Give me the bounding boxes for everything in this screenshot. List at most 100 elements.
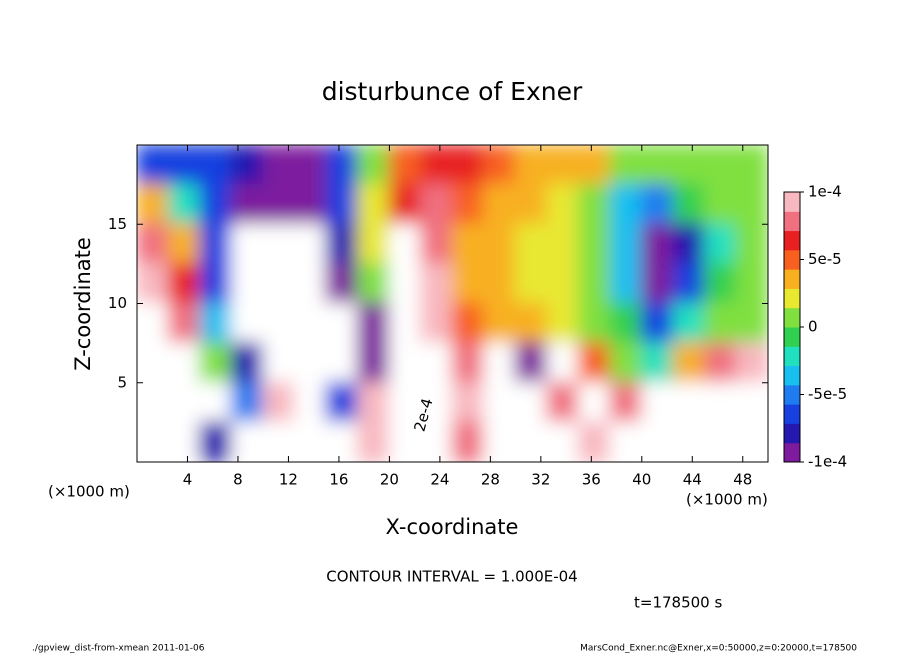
field-cell [230,262,265,305]
field-cell [137,145,170,186]
field-cell [167,183,202,226]
field-cell [419,262,454,305]
field-cell [293,223,328,265]
y-tick-label: 5 [117,373,127,391]
field-cell [199,262,233,305]
field-cell [735,145,768,186]
field-cell [577,262,612,305]
field-cell [419,183,454,226]
field-cell [609,302,643,345]
field-cell [388,145,422,186]
field-cell [546,145,580,186]
x-tick-label: 40 [632,471,651,489]
y-unit: (×1000 m) [48,483,130,501]
field-cell [451,183,486,226]
field-cell [199,421,233,462]
field-cell [199,223,233,265]
field-cell [672,262,706,305]
field-cell [230,302,265,345]
field-cell [230,145,265,186]
field-cell [577,145,612,186]
field-cell [672,302,706,345]
field-cell [167,342,202,384]
field-cell [640,381,675,424]
field-cell [483,302,517,345]
field-cell [703,183,738,226]
field-cell [609,421,643,462]
field-cell [388,381,422,424]
field-cell [199,381,233,424]
field-cell [325,342,359,384]
field-cell [167,262,202,305]
field-cell [451,262,486,305]
field-cell [640,302,675,345]
x-tick-label: 8 [233,471,243,489]
field-cell [640,262,675,305]
x-tick-label: 36 [582,471,601,489]
x-tick-label: 20 [380,471,399,489]
field-cell [514,381,549,424]
colorbar-swatch [784,249,800,270]
field-cell [137,421,170,462]
field-cell [546,302,580,345]
field-cell [546,421,580,462]
field-cell [230,421,265,462]
field-cell [672,183,706,226]
field-cell [483,262,517,305]
field-cell [137,262,170,305]
field-cell [388,302,422,345]
field-cell [167,381,202,424]
field-cell [419,381,454,424]
field-cell [199,183,233,226]
field-cell [483,381,517,424]
field-cell [325,223,359,265]
field-cell [451,381,486,424]
colorbar-swatch [784,211,800,232]
x-tick-label: 16 [329,471,348,489]
colorbar-swatch [784,423,800,444]
field-cell [356,223,391,265]
field-cell [703,421,738,462]
field-cell [325,262,359,305]
field-cell [356,421,391,462]
field-cell [388,223,422,265]
field-cell [609,342,643,384]
field-cell [262,223,296,265]
field-cell [577,421,612,462]
field-cell [230,342,265,384]
field-cell [514,302,549,345]
field-cell [609,183,643,226]
field-cell [262,381,296,424]
field-cell [672,145,706,186]
x-tick-label: 44 [683,471,702,489]
field-cell [293,302,328,345]
contour-interval: CONTOUR INTERVAL = 1.000E-04 [326,568,577,586]
field-cell [609,262,643,305]
field-cell [514,223,549,265]
field-cell [419,342,454,384]
field-cell [514,183,549,226]
field-cell [137,381,170,424]
colorbar-swatch [784,269,800,289]
field-cell [262,421,296,462]
field-cell [167,302,202,345]
field-cell [293,145,328,186]
field-cell [735,342,768,384]
field-cell [199,342,233,384]
colorbar-swatch [784,404,800,424]
colorbar-swatch [784,442,800,463]
field-cell [262,342,296,384]
x-tick-label: 28 [481,471,500,489]
field-cell [293,183,328,226]
field-cell [546,183,580,226]
field-cell [356,342,391,384]
field-cell [735,183,768,226]
field-cell [546,262,580,305]
y-axis-label: Z-coordinate [71,237,95,371]
field-cell [325,421,359,462]
colorbar-tick-label: -1e-4 [808,453,847,471]
field-cell [388,421,422,462]
field-cell [293,342,328,384]
field-cell [577,223,612,265]
field-cell [735,421,768,462]
